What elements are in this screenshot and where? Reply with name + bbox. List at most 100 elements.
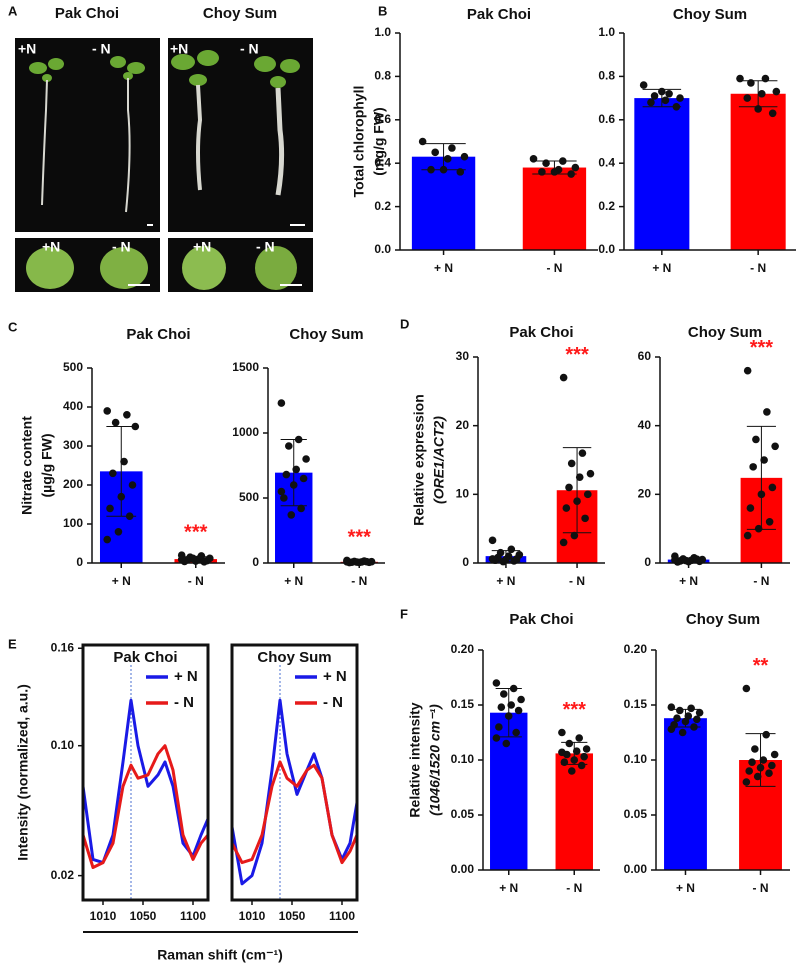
- data-point: [559, 157, 567, 165]
- data-point: [672, 102, 681, 111]
- y-tick-label: 300: [63, 438, 83, 452]
- panel-label: A: [8, 3, 18, 18]
- data-point: [661, 96, 670, 105]
- data-point: [754, 524, 763, 533]
- x-tick-label: + N: [679, 574, 698, 588]
- photo-label: - N: [240, 41, 259, 57]
- data-point: [456, 168, 465, 176]
- y-axis-label: Intensity (normalized, a.u.): [15, 684, 31, 861]
- y-tick-label: 0.00: [451, 862, 475, 876]
- data-point: [768, 483, 777, 492]
- data-point: [103, 407, 112, 415]
- data-point: [768, 109, 777, 118]
- y-tick-label: 0.0: [598, 242, 615, 256]
- data-point: [667, 703, 676, 711]
- data-point: [277, 487, 286, 496]
- y-tick-label: 0: [252, 555, 259, 569]
- data-point: [123, 411, 131, 419]
- data-point: [571, 163, 580, 172]
- panel-label: F: [400, 606, 408, 621]
- data-point: [583, 490, 592, 499]
- chart-title: Choy Sum: [686, 611, 760, 628]
- data-point: [760, 456, 768, 464]
- y-tick-label: 0.16: [51, 640, 75, 654]
- series-line: [81, 698, 210, 865]
- data-point: [512, 728, 520, 737]
- data-point: [280, 494, 288, 502]
- data-point: [761, 74, 770, 83]
- data-point: [109, 469, 117, 478]
- significance: ***: [348, 527, 372, 549]
- data-point: [577, 761, 586, 770]
- data-point: [504, 712, 513, 720]
- x-tick-label: - N: [546, 261, 562, 275]
- chart-title: Pak Choi: [113, 649, 177, 666]
- y-axis-label: (1046/1520 cm⁻¹): [427, 704, 443, 816]
- data-point: [287, 511, 296, 519]
- y-axis-label: Nitrate content: [19, 416, 35, 515]
- y-tick-label: 0.20: [624, 642, 648, 656]
- y-tick-label: 1000: [232, 425, 259, 439]
- panel-label: B: [378, 3, 387, 18]
- data-point: [514, 706, 523, 715]
- data-point: [757, 89, 766, 98]
- data-point: [565, 739, 574, 748]
- photo-label: - N: [256, 239, 275, 255]
- x-tick-label: + N: [496, 574, 515, 588]
- data-point: [117, 492, 126, 501]
- data-point: [495, 723, 503, 731]
- legend-label: + N: [174, 668, 198, 685]
- data-point: [567, 767, 576, 775]
- data-point: [771, 442, 779, 451]
- data-point: [562, 504, 571, 512]
- x-tick-label: + N: [676, 881, 695, 895]
- data-point: [743, 531, 752, 540]
- data-point: [289, 481, 298, 489]
- data-point: [693, 555, 701, 564]
- legend-label: + N: [323, 668, 347, 685]
- bar: [730, 93, 786, 250]
- data-point: [125, 512, 134, 520]
- data-point: [570, 531, 579, 540]
- data-point: [586, 469, 595, 478]
- data-point: [567, 459, 576, 468]
- x-tick-label: 1010: [90, 909, 117, 923]
- data-point: [753, 772, 762, 781]
- data-point: [443, 155, 452, 163]
- x-axis-label: Raman shift (cm⁻¹): [157, 947, 283, 963]
- data-point: [292, 465, 301, 474]
- data-point: [765, 769, 773, 777]
- bar: [664, 718, 707, 870]
- data-point: [200, 558, 208, 566]
- data-point: [757, 490, 766, 499]
- y-axis-label: Total chlorophyll: [351, 86, 367, 198]
- data-point: [578, 449, 587, 457]
- y-tick-label: 0.05: [624, 807, 648, 821]
- y-tick-label: 0.2: [598, 199, 615, 213]
- y-tick-label: 1.0: [374, 25, 391, 39]
- data-point: [693, 715, 701, 724]
- data-point: [189, 554, 197, 563]
- y-tick-label: 0: [76, 555, 83, 569]
- x-tick-label: 1100: [329, 909, 355, 923]
- data-point: [427, 165, 435, 174]
- y-tick-label: 0.0: [374, 242, 391, 256]
- legend-label: - N: [174, 694, 194, 711]
- data-point: [488, 536, 497, 545]
- x-tick-label: 1050: [279, 909, 306, 923]
- data-point: [177, 555, 186, 564]
- significance: ***: [563, 699, 587, 721]
- data-point: [770, 750, 779, 759]
- x-tick-label: + N: [284, 574, 303, 588]
- significance: ***: [750, 337, 774, 359]
- data-point: [743, 94, 752, 102]
- data-point: [128, 481, 137, 489]
- data-point: [742, 684, 751, 693]
- data-point: [676, 94, 684, 102]
- y-tick-label: 0.4: [374, 155, 391, 169]
- data-point: [762, 730, 770, 739]
- data-point: [277, 399, 286, 407]
- y-tick-label: 0.10: [451, 752, 475, 766]
- data-point: [448, 144, 456, 152]
- y-axis-label: (µg/g FW): [39, 433, 55, 497]
